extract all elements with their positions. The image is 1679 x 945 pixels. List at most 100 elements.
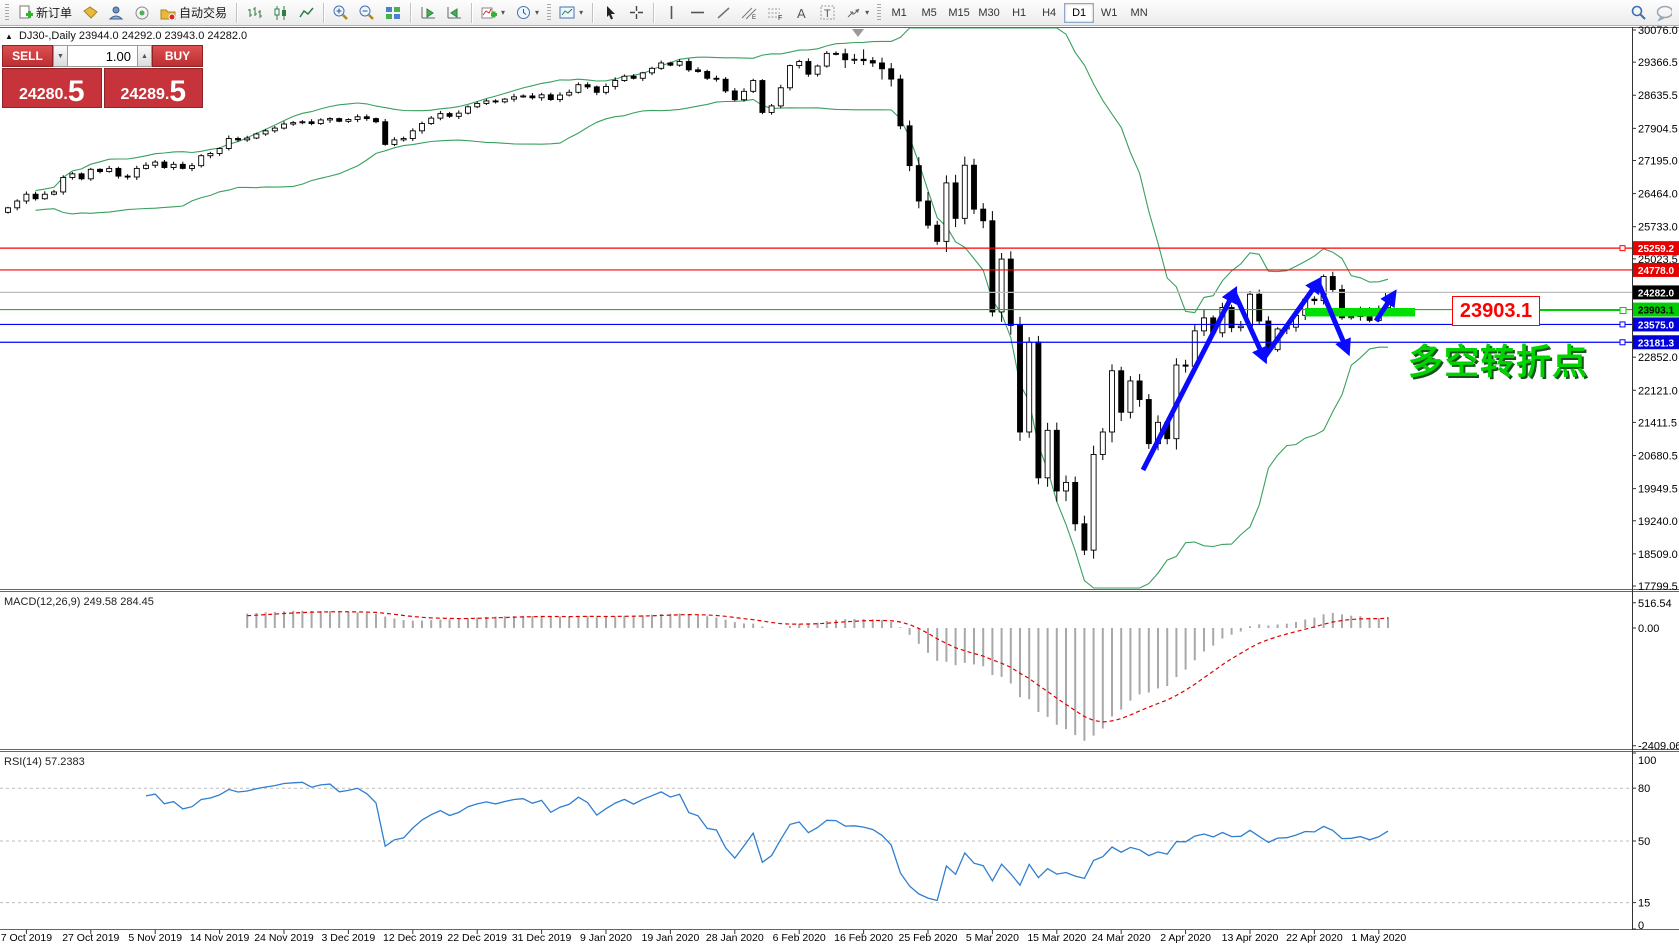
channel-tool-button[interactable]: E bbox=[736, 2, 762, 24]
search-button[interactable] bbox=[1625, 2, 1651, 24]
candle-body bbox=[5, 207, 11, 213]
trendline-tool-button[interactable] bbox=[710, 2, 736, 24]
rsi-scale-label: 80 bbox=[1638, 783, 1650, 795]
candle-body bbox=[51, 191, 57, 195]
tab-mn[interactable]: MN bbox=[1130, 6, 1148, 19]
tab-m30[interactable]: M30 bbox=[978, 6, 1000, 19]
vertical-line-icon bbox=[663, 5, 679, 21]
candle-body bbox=[925, 200, 931, 226]
toolbar-grip[interactable] bbox=[877, 3, 882, 22]
tab-d1[interactable]: D1 bbox=[1064, 2, 1095, 23]
candle-body bbox=[1348, 316, 1355, 319]
date-label: 16 Feb 2020 bbox=[834, 932, 893, 944]
vertical-line-tool-button[interactable] bbox=[658, 2, 684, 24]
candle-body bbox=[741, 90, 747, 101]
horizontal-line-tool-button[interactable] bbox=[684, 2, 710, 24]
crosshair-tool-button[interactable] bbox=[623, 2, 649, 24]
date-label: 6 Feb 2020 bbox=[773, 932, 826, 944]
rsi-scale-label: 15 bbox=[1638, 898, 1650, 910]
tab-h1[interactable]: H1 bbox=[1012, 6, 1027, 19]
sell-button[interactable]: SELL bbox=[2, 45, 53, 67]
arrows-tool-button[interactable]: ▾ bbox=[840, 2, 874, 24]
candle-body bbox=[685, 61, 692, 71]
buy-button[interactable]: BUY bbox=[152, 45, 203, 67]
candle-body bbox=[483, 100, 490, 104]
chat-button[interactable] bbox=[1651, 2, 1677, 24]
price-axis-label: 17799.5 bbox=[1638, 581, 1678, 593]
price-axis-label: 25733.0 bbox=[1638, 222, 1678, 234]
toolbar-grip[interactable] bbox=[547, 3, 552, 22]
candle-body bbox=[529, 95, 536, 99]
signals-button[interactable] bbox=[129, 2, 155, 24]
market-panel-button[interactable] bbox=[77, 2, 103, 24]
tab-m15[interactable]: M15 bbox=[948, 6, 970, 19]
candle-body bbox=[262, 130, 269, 135]
periods-button[interactable]: ▾ bbox=[510, 2, 544, 24]
chart-shift-button[interactable] bbox=[441, 2, 467, 24]
candle-body bbox=[106, 167, 113, 173]
candle-body bbox=[722, 78, 729, 92]
new-order-button[interactable]: 新订单 bbox=[12, 2, 77, 24]
candle-body bbox=[124, 175, 131, 178]
line-selection-handle[interactable] bbox=[1619, 321, 1626, 328]
tab-h4[interactable]: H4 bbox=[1042, 6, 1057, 19]
candle-body bbox=[906, 125, 913, 167]
candle-body bbox=[437, 113, 444, 119]
price-tag-label: 25259.2 bbox=[1638, 244, 1675, 255]
price-axis-label: 19949.5 bbox=[1638, 484, 1678, 496]
date-label: 1 May 2020 bbox=[1351, 932, 1406, 944]
candle-body bbox=[179, 163, 186, 169]
svg-text:E: E bbox=[752, 15, 756, 20]
fibonacci-tool-button[interactable]: F bbox=[762, 2, 788, 24]
candle-body bbox=[547, 94, 554, 101]
price-callout-box[interactable]: 23903.1 bbox=[1452, 296, 1540, 326]
templates-button[interactable]: ▾ bbox=[554, 2, 588, 24]
zoom-out-button[interactable] bbox=[354, 2, 380, 24]
candle-body bbox=[87, 168, 94, 180]
auto-trading-button[interactable]: 自动交易 bbox=[155, 2, 232, 24]
dropdown-arrow-icon: ▾ bbox=[865, 8, 870, 17]
tab-m5[interactable]: M5 bbox=[921, 6, 937, 19]
volume-input[interactable] bbox=[68, 45, 137, 67]
candle-body bbox=[676, 61, 683, 66]
tab-w1[interactable]: W1 bbox=[1100, 6, 1118, 19]
cursor-tool-button[interactable] bbox=[597, 2, 623, 24]
candle-body bbox=[704, 71, 711, 79]
tile-windows-button[interactable] bbox=[380, 2, 406, 24]
candle-body bbox=[1017, 324, 1023, 433]
price-axis-label: 18509.0 bbox=[1638, 549, 1678, 561]
candle-body bbox=[152, 161, 159, 166]
candle-body bbox=[1063, 481, 1069, 492]
support-highlight-bar[interactable] bbox=[1305, 308, 1415, 317]
buy-price-box[interactable]: 24289. 5 bbox=[103, 68, 203, 108]
toolbar-grip[interactable] bbox=[5, 3, 9, 22]
bar-chart-button[interactable] bbox=[241, 2, 267, 24]
line-selection-handle[interactable] bbox=[1619, 245, 1626, 252]
volume-up-button[interactable]: ▲ bbox=[137, 45, 152, 67]
label-tool-button[interactable]: T bbox=[814, 2, 840, 24]
candle-body bbox=[69, 173, 76, 178]
line-selection-handle[interactable] bbox=[1619, 339, 1626, 346]
toolbar-separator bbox=[592, 2, 594, 23]
candle-body bbox=[216, 148, 223, 154]
profile-button[interactable] bbox=[103, 2, 129, 24]
text-tool-button[interactable]: A bbox=[788, 2, 814, 24]
auto-scroll-icon bbox=[420, 5, 436, 21]
candle-body bbox=[943, 182, 950, 242]
auto-scroll-button[interactable] bbox=[415, 2, 441, 24]
auto-trading-icon bbox=[160, 5, 176, 21]
fibonacci-icon: F bbox=[767, 5, 783, 21]
candle-body bbox=[805, 61, 812, 75]
tab-m1[interactable]: M1 bbox=[891, 6, 907, 19]
volume-down-button[interactable]: ▼ bbox=[53, 45, 68, 67]
indicators-button[interactable]: ▾ bbox=[476, 2, 510, 24]
line-chart-button[interactable] bbox=[293, 2, 319, 24]
candle-body bbox=[1090, 454, 1097, 551]
sell-price-box[interactable]: 24280. 5 bbox=[2, 68, 102, 108]
candlestick-chart-button[interactable] bbox=[267, 2, 293, 24]
candle-body bbox=[952, 182, 959, 219]
candle-body bbox=[143, 164, 149, 169]
price-tag-label: 23903.1 bbox=[1638, 306, 1675, 317]
zoom-in-button[interactable] bbox=[328, 2, 354, 24]
